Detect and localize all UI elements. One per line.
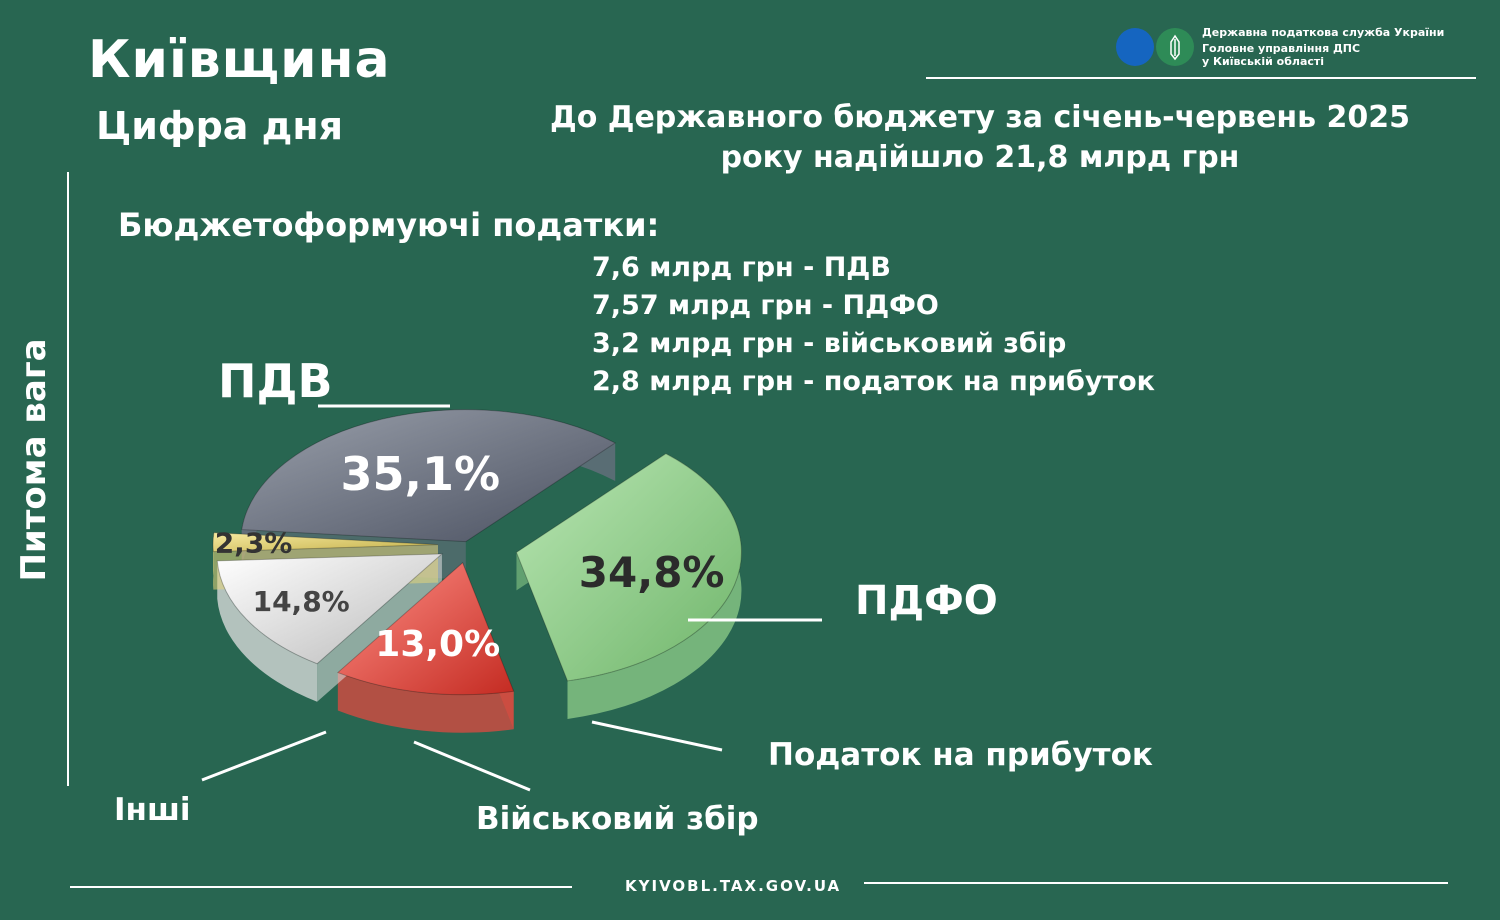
digit-of-day-title: Цифра дня xyxy=(96,104,343,148)
leader-line-other xyxy=(201,730,327,782)
logo-text-2: Головне управління ДПС xyxy=(1202,42,1361,55)
pie-slice-side-profit xyxy=(337,672,514,733)
headline-line-1: До Державного бюджету за січень-червень … xyxy=(549,100,1411,135)
pie-value-label-military: 14,8% xyxy=(253,585,350,618)
pie-value-label-other: 2,3% xyxy=(215,526,293,559)
pie-slice-profit xyxy=(336,561,515,696)
tax-service-logo: Державна податкова служба України Головн… xyxy=(1114,24,1474,72)
pie-slice-side-military xyxy=(217,560,318,702)
category-label-profit: Податок на прибуток xyxy=(768,737,1153,773)
logo-text-1: Державна податкова служба України xyxy=(1202,26,1445,39)
logo-emblem-icon xyxy=(1116,28,1194,66)
headline: До Державного бюджету за січень-червень … xyxy=(520,98,1440,178)
footer-rule-left xyxy=(70,886,572,888)
pie-value-label-pit: 34,8% xyxy=(579,548,725,597)
tax-line-vat: 7,6 млрд грн - ПДВ xyxy=(592,252,891,283)
taxes-title: Бюджетоформуючі податки: xyxy=(118,206,660,244)
trident-icon xyxy=(1170,34,1180,61)
footer-rule-right xyxy=(864,882,1448,884)
region-title: Київщина xyxy=(88,30,391,90)
footer-url-link[interactable]: KYIVOBL.TAX.GOV.UA xyxy=(625,877,842,895)
leader-line-military xyxy=(413,740,531,792)
pie-slice-military xyxy=(216,553,444,665)
headline-line-2: року надійшло 21,8 млрд грн xyxy=(720,140,1240,175)
pie-value-label-vat: 35,1% xyxy=(340,447,500,501)
logo-blue-circle xyxy=(1116,28,1154,66)
pie-slice-other xyxy=(212,532,439,553)
leader-line-profit xyxy=(591,720,723,752)
pie-slice-side-pit xyxy=(567,453,742,719)
logo-text-3: у Київській області xyxy=(1202,55,1325,68)
side-rule xyxy=(67,172,69,786)
tax-line-military: 3,2 млрд грн - військовий збір xyxy=(592,328,1067,359)
category-label-other: Інші xyxy=(114,792,191,828)
pie-value-label-profit: 13,0% xyxy=(375,624,500,665)
header-rule xyxy=(926,77,1476,79)
category-label-vat: ПДВ xyxy=(218,354,333,408)
tax-line-profit: 2,8 млрд грн - податок на прибуток xyxy=(592,366,1156,397)
pie-slice-vat xyxy=(241,409,617,543)
category-label-military: Військовий збір xyxy=(476,801,759,837)
category-label-pit: ПДФО xyxy=(855,578,998,624)
tax-line-pit: 7,57 млрд грн - ПДФО xyxy=(592,290,939,321)
pie-slice-pit xyxy=(515,453,742,682)
